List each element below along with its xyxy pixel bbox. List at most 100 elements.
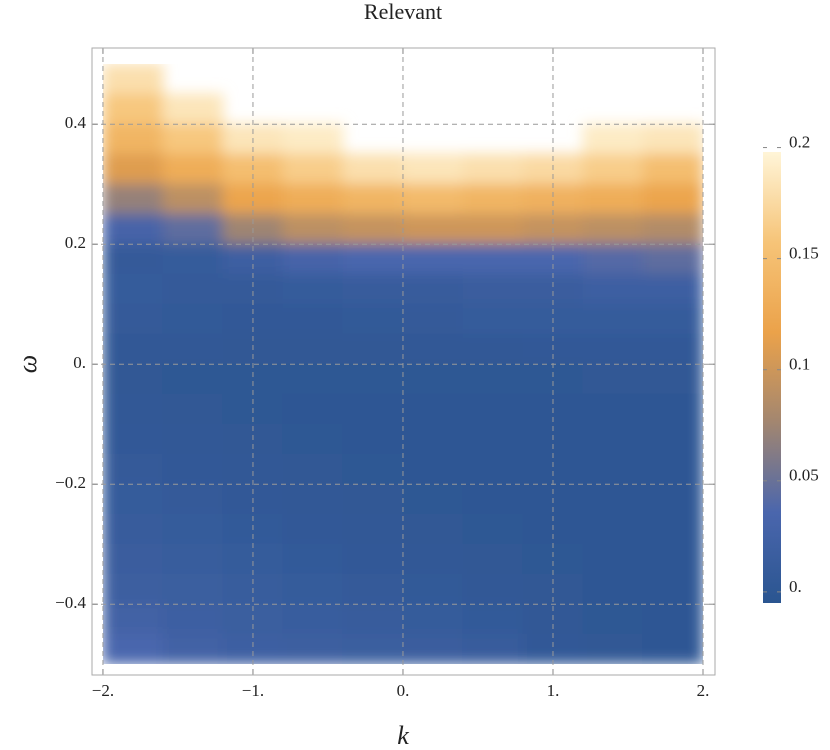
heatmap-cell	[162, 453, 224, 485]
heatmap-cell	[462, 603, 524, 635]
heatmap-cell	[342, 183, 404, 215]
heatmap-cell	[342, 243, 404, 275]
heatmap-cell	[162, 603, 224, 635]
heatmap-cell	[103, 423, 164, 455]
heatmap-cell	[282, 303, 344, 335]
heatmap-cell	[582, 273, 644, 305]
heatmap-cell	[642, 363, 703, 395]
heatmap-cell	[282, 183, 344, 215]
heatmap-cell	[103, 183, 164, 215]
x-tick-label: −2.	[92, 681, 114, 700]
heatmap-cell	[282, 393, 344, 425]
heatmap-cell	[402, 543, 464, 575]
heatmap-cell	[222, 453, 284, 485]
heatmap-cell	[103, 64, 164, 95]
heatmap-cell	[402, 273, 464, 305]
heatmap-cell	[282, 333, 344, 365]
heatmap-cell	[462, 483, 524, 515]
heatmap-cell	[462, 513, 524, 545]
colorbar-tick-label: 0.	[789, 577, 802, 596]
heatmap-cell	[342, 513, 404, 545]
heatmap-cell	[282, 573, 344, 605]
colorbar	[763, 152, 781, 603]
heatmap-cell	[462, 453, 524, 485]
heatmap-cell	[582, 183, 644, 215]
heatmap-cell	[582, 633, 644, 664]
heatmap-cell	[342, 603, 404, 635]
y-tick-label: 0.2	[65, 233, 86, 252]
heatmap-cell	[103, 483, 164, 515]
heatmap-cell	[402, 573, 464, 605]
y-tick-label: 0.4	[65, 113, 87, 132]
heatmap-cell	[103, 333, 164, 365]
heatmap-cell	[402, 483, 464, 515]
heatmap-cell	[103, 453, 164, 485]
heatmap-cell	[642, 573, 703, 605]
heatmap-cell	[282, 273, 344, 305]
heatmap-cell	[462, 213, 524, 245]
colorbar-tick-label: 0.15	[789, 244, 819, 263]
heatmap-cell	[342, 153, 404, 185]
heatmap-cell	[402, 453, 464, 485]
heatmap-cell	[582, 303, 644, 335]
heatmap-cell	[162, 573, 224, 605]
heatmap-cell	[162, 513, 224, 545]
colorbar-tick-label: 0.05	[789, 466, 819, 485]
heatmap-cell	[162, 543, 224, 575]
heatmap-cell	[642, 603, 703, 635]
heatmap-cell	[402, 393, 464, 425]
y-axis-label: ω	[13, 355, 42, 373]
heatmap-cell	[282, 483, 344, 515]
x-tick-label: −1.	[242, 681, 264, 700]
heatmap-cell	[462, 633, 524, 664]
heatmap-cell	[162, 393, 224, 425]
heatmap-cell	[342, 453, 404, 485]
heatmap-cell	[402, 513, 464, 545]
heatmap-cell	[103, 513, 164, 545]
heatmap-cell	[642, 243, 703, 275]
heatmap-cell	[342, 273, 404, 305]
heatmap-cell	[162, 93, 224, 125]
y-tick-label: −0.2	[55, 473, 86, 492]
heatmap-cell	[462, 303, 524, 335]
heatmap-cell	[402, 423, 464, 455]
heatmap-cell	[582, 393, 644, 425]
heatmap-cell	[162, 633, 224, 664]
heatmap-cell	[642, 483, 703, 515]
colorbar-tick-label: 0.2	[789, 132, 810, 151]
heatmap-cell	[162, 153, 224, 185]
heatmap-cell	[282, 633, 344, 664]
heatmap-cell	[462, 393, 524, 425]
heatmap-cell	[103, 243, 164, 275]
chart-title: Relevant	[364, 0, 442, 24]
heatmap-cell	[462, 363, 524, 395]
heatmap-cell	[522, 183, 584, 215]
heatmap-cell	[282, 513, 344, 545]
heatmap-cell	[462, 273, 524, 305]
heatmap-cell	[642, 183, 703, 215]
heatmap-cell	[103, 303, 164, 335]
heatmap-cell	[402, 603, 464, 635]
heatmap-cell	[462, 153, 524, 185]
heatmap-cell	[222, 543, 284, 575]
heatmap-cell	[462, 183, 524, 215]
heatmap-cell	[582, 513, 644, 545]
heatmap-cell	[162, 273, 224, 305]
heatmap-cell	[462, 333, 524, 365]
heatmap	[103, 64, 703, 664]
plot-frame	[91, 47, 716, 676]
y-tick-label: −0.4	[55, 593, 86, 612]
heatmap-cell	[582, 603, 644, 635]
heatmap-cell	[582, 573, 644, 605]
heatmap-cell	[103, 393, 164, 425]
heatmap-cell	[342, 573, 404, 605]
heatmap-cell	[642, 633, 703, 664]
heatmap-cell	[162, 333, 224, 365]
heatmap-cell	[462, 543, 524, 575]
heatmap-cell	[582, 123, 644, 155]
heatmap-cell	[282, 543, 344, 575]
heatmap-cell	[103, 153, 164, 185]
heatmap-cell	[642, 423, 703, 455]
heatmap-cell	[642, 543, 703, 575]
